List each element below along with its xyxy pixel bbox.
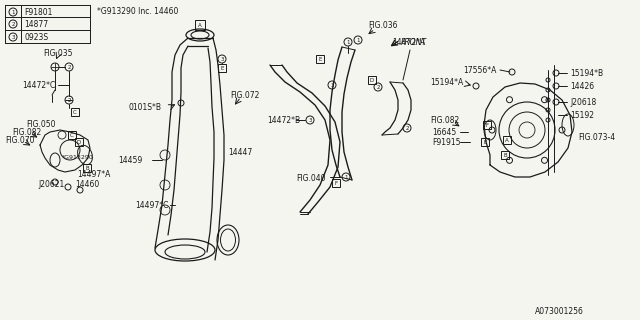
- Text: FIG.070: FIG.070: [5, 135, 35, 145]
- Text: B: B: [85, 165, 89, 171]
- Text: 14426: 14426: [570, 82, 594, 91]
- Text: FIG.082: FIG.082: [430, 116, 460, 124]
- Text: A: A: [198, 22, 202, 28]
- Text: 2: 2: [12, 21, 15, 27]
- Text: F: F: [335, 180, 337, 186]
- Text: D: D: [370, 77, 374, 83]
- Text: *G913290: *G913290: [62, 155, 93, 159]
- Text: 16645: 16645: [432, 127, 456, 137]
- Bar: [218, 64, 226, 72]
- Text: F91915: F91915: [432, 138, 461, 147]
- Text: 2: 2: [405, 125, 409, 131]
- Text: 14459: 14459: [118, 156, 142, 164]
- Bar: [71, 108, 79, 116]
- Text: FIG.036: FIG.036: [368, 20, 397, 29]
- Bar: [481, 138, 489, 146]
- Text: 14472*C: 14472*C: [22, 81, 55, 90]
- Text: F91801: F91801: [24, 7, 52, 17]
- Bar: [368, 76, 376, 84]
- Text: F: F: [485, 123, 488, 127]
- Text: D: D: [77, 140, 81, 145]
- Text: FIG.072: FIG.072: [230, 91, 259, 100]
- Text: J20618: J20618: [570, 98, 596, 107]
- Text: 0923S: 0923S: [24, 33, 48, 42]
- Text: 3: 3: [220, 57, 224, 61]
- Text: E: E: [318, 57, 322, 61]
- Bar: [503, 136, 511, 144]
- Text: 14472*A: 14472*A: [392, 37, 425, 46]
- Text: 15194*B: 15194*B: [570, 68, 603, 77]
- Text: E: E: [483, 140, 486, 145]
- Bar: [75, 138, 83, 146]
- Text: 15194*A: 15194*A: [430, 77, 463, 86]
- Text: J20621: J20621: [38, 180, 64, 188]
- Text: 3: 3: [330, 83, 333, 87]
- Text: 14497*A: 14497*A: [77, 170, 110, 179]
- Text: 1: 1: [12, 10, 15, 14]
- Text: 2: 2: [376, 84, 380, 90]
- Text: 2: 2: [67, 98, 71, 102]
- Text: 3: 3: [308, 117, 312, 123]
- Text: 14497*C: 14497*C: [135, 201, 168, 210]
- Text: FRONT: FRONT: [401, 37, 427, 46]
- Text: A073001256: A073001256: [535, 308, 584, 316]
- Text: 2: 2: [67, 65, 71, 69]
- Text: 0101S*B: 0101S*B: [128, 102, 161, 111]
- Bar: [332, 179, 340, 187]
- Text: *G913290 Inc. 14460: *G913290 Inc. 14460: [97, 6, 179, 15]
- Text: 1: 1: [346, 39, 349, 44]
- Bar: [316, 55, 324, 63]
- Text: C: C: [73, 109, 77, 115]
- Bar: [501, 151, 509, 159]
- Text: 14447: 14447: [228, 148, 252, 156]
- Text: C: C: [70, 132, 74, 138]
- Text: FIG.050: FIG.050: [26, 119, 56, 129]
- Bar: [83, 164, 91, 172]
- Bar: [483, 121, 491, 129]
- Bar: [195, 20, 205, 30]
- Text: FIG.035: FIG.035: [43, 49, 72, 58]
- Text: 14460: 14460: [75, 180, 99, 188]
- Bar: [68, 131, 76, 139]
- Text: FIG.082: FIG.082: [12, 127, 41, 137]
- Text: E: E: [220, 66, 224, 70]
- Text: 14472*B: 14472*B: [267, 116, 300, 124]
- Text: FIG.073-4: FIG.073-4: [578, 132, 615, 141]
- Text: 1: 1: [356, 37, 360, 43]
- Text: 3: 3: [12, 35, 15, 39]
- Text: FIG.040: FIG.040: [296, 173, 326, 182]
- Text: B: B: [503, 153, 507, 157]
- Text: 1: 1: [344, 174, 348, 180]
- Text: 14877: 14877: [24, 20, 48, 28]
- Text: A: A: [505, 138, 509, 142]
- Text: 15192: 15192: [570, 110, 594, 119]
- Text: 17556*A: 17556*A: [463, 66, 497, 75]
